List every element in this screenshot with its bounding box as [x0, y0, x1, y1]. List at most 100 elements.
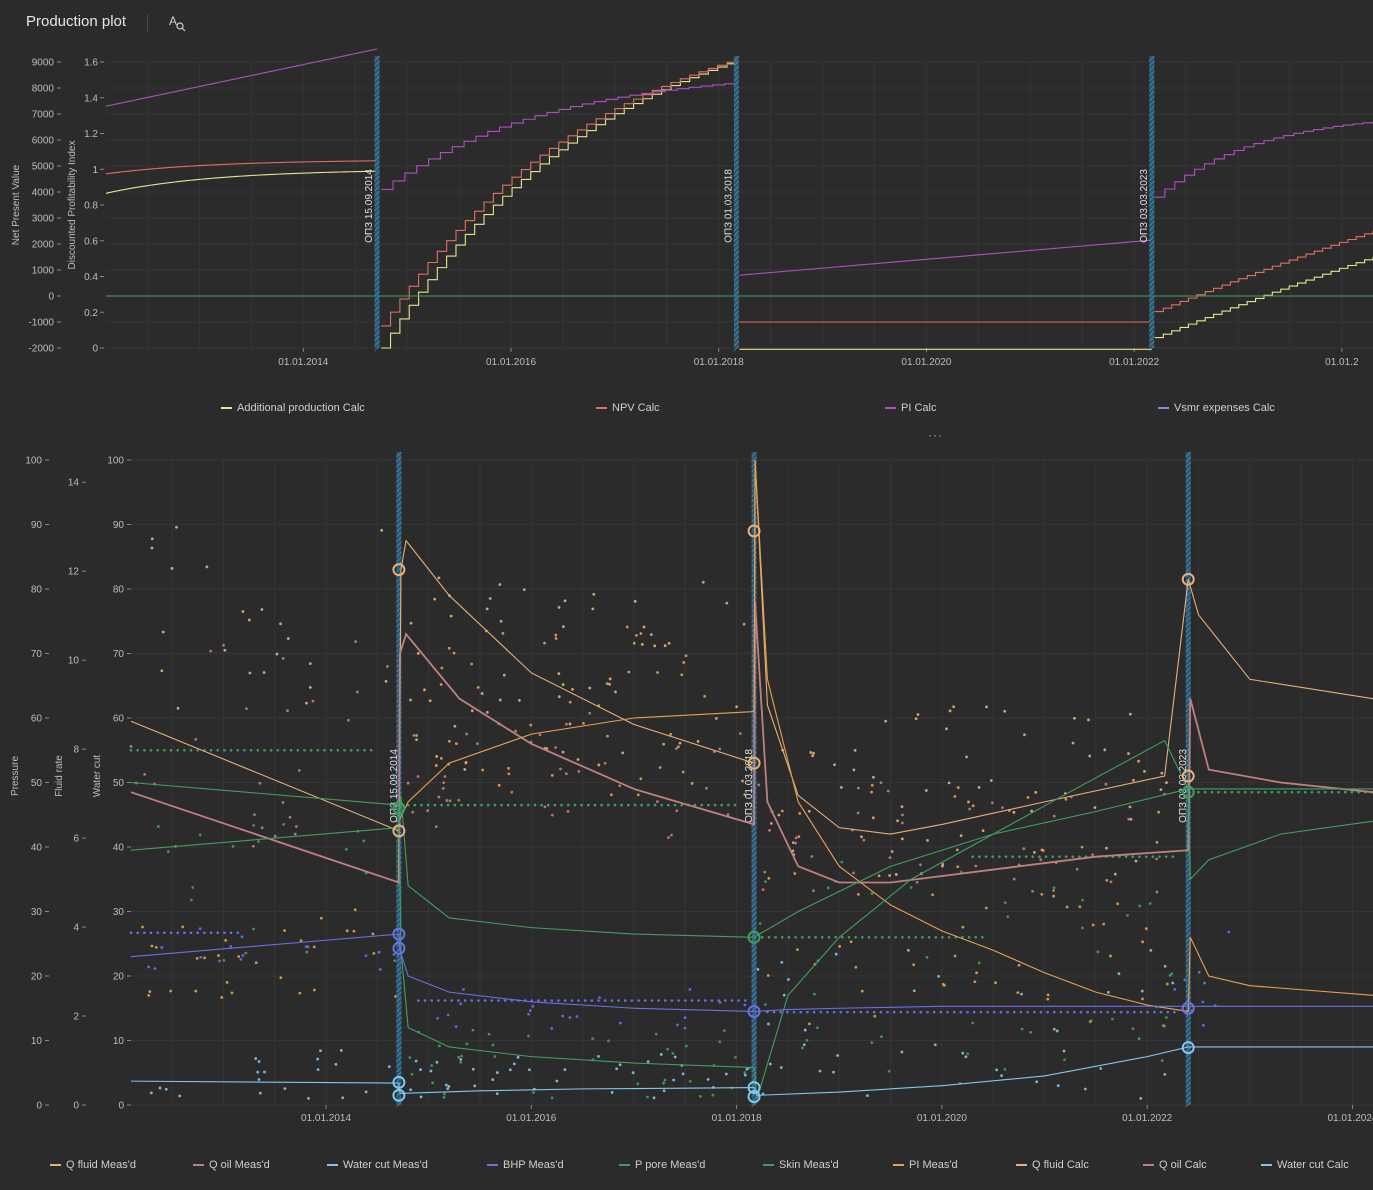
measured-point: [1003, 1067, 1007, 1071]
measured-point: [912, 963, 916, 967]
x-tick: 01.01.2022: [1122, 1113, 1172, 1124]
event-hatch: [396, 546, 402, 553]
x-tick: 01.01.2018: [694, 357, 744, 368]
measured-point: [1159, 788, 1163, 792]
measured-point: [1046, 1010, 1049, 1014]
measured-point: [443, 775, 447, 778]
measured-point: [149, 931, 153, 935]
measured-point: [550, 813, 554, 817]
measured-point: [289, 748, 293, 752]
measured-point: [608, 682, 611, 686]
event-hatch: [1149, 305, 1155, 312]
measured-point: [797, 835, 801, 839]
event-hatch: [396, 1051, 402, 1058]
legend-item-bhp-meas-d[interactable]: BHP Meas'd: [487, 1159, 564, 1171]
event-hatch: [751, 1056, 757, 1063]
legend-item-skin-meas-d[interactable]: Skin Meas'd: [763, 1159, 839, 1171]
measured-point: [834, 952, 838, 956]
measured-row: [760, 936, 984, 939]
event-hatch: [1185, 1061, 1192, 1068]
measured-point: [470, 709, 474, 713]
measured-point: [583, 999, 587, 1002]
measured-point: [1129, 817, 1133, 821]
measured-point: [491, 1078, 495, 1082]
measured-point: [673, 1055, 677, 1059]
measured-point: [1066, 1010, 1069, 1014]
measured-point: [550, 999, 554, 1002]
measured-point: [223, 748, 226, 752]
measured-point: [341, 1096, 345, 1100]
measured-point: [1012, 810, 1016, 814]
x-tick: 01.01.2016: [506, 1113, 556, 1124]
measured-point: [956, 865, 960, 869]
event-hatch: [1149, 265, 1155, 272]
measured-point: [934, 936, 938, 939]
event-hatch: [374, 160, 380, 167]
y-tick-pressure: 70: [31, 649, 43, 660]
svg-text:A: A: [169, 14, 177, 28]
resize-handle[interactable]: ···: [928, 428, 943, 442]
measured-point: [508, 1068, 512, 1072]
measured-point: [299, 939, 303, 943]
measured-point: [856, 811, 860, 815]
measured-point: [782, 993, 786, 997]
event-hatch: [1149, 330, 1155, 337]
event-hatch: [733, 255, 740, 262]
legend-item-q-oil-calc[interactable]: Q oil Calc: [1143, 1159, 1207, 1171]
legend-item-water-cut-calc[interactable]: Water cut Calc: [1261, 1159, 1349, 1171]
event-hatch: [374, 215, 380, 222]
measured-point: [609, 793, 613, 797]
legend-item-npv-calc[interactable]: NPV Calc: [596, 402, 660, 414]
event-hatch: [751, 911, 757, 918]
legend-label: Q fluid Calc: [1032, 1159, 1089, 1171]
measured-point: [217, 954, 220, 957]
measured-point: [926, 838, 929, 842]
measured-point: [176, 931, 180, 935]
event-hatch: [396, 526, 402, 533]
legend-item-pi-calc[interactable]: PI Calc: [885, 402, 936, 414]
legend-item-vsmr-expenses-calc[interactable]: Vsmr expenses Calc: [1158, 402, 1275, 414]
legend-item-pi-meas-d[interactable]: PI Meas'd: [893, 1159, 958, 1171]
legend-item-water-cut-meas-d[interactable]: Water cut Meas'd: [327, 1159, 428, 1171]
measured-point: [298, 991, 302, 995]
measured-point: [650, 999, 654, 1002]
event-hatch: [733, 55, 740, 62]
measured-point: [463, 999, 467, 1002]
series-additional-production-calc: [105, 60, 1373, 350]
measured-point: [1023, 733, 1026, 737]
event-hatch: [733, 240, 740, 247]
measured-point: [566, 803, 570, 807]
event-hatch: [751, 561, 757, 568]
measured-point: [994, 981, 997, 985]
measured-point: [767, 936, 771, 939]
measured-point: [649, 633, 653, 636]
measured-point: [931, 893, 934, 897]
font-search-icon[interactable]: A: [166, 12, 188, 34]
event-point-marker: [747, 1090, 761, 1104]
y-tick-npv: 3000: [32, 214, 55, 225]
measured-point: [279, 622, 282, 626]
measured-point: [606, 734, 609, 738]
legend-item-additional-production-calc[interactable]: Additional production Calc: [221, 402, 365, 414]
measured-point: [1106, 990, 1110, 994]
measured-point: [979, 1010, 983, 1014]
legend-item-q-fluid-meas-d[interactable]: Q fluid Meas'd: [50, 1159, 136, 1171]
legend-item-p-pore-meas-d[interactable]: P pore Meas'd: [619, 1159, 705, 1171]
legend-label: PI Calc: [901, 402, 937, 414]
measured-point: [446, 803, 450, 807]
measured-points: [147, 927, 396, 971]
event-hatch: [374, 285, 380, 292]
measured-point: [257, 1060, 261, 1063]
legend-label: P pore Meas'd: [635, 1159, 706, 1171]
measured-point: [1149, 948, 1153, 952]
measured-point: [1163, 964, 1167, 968]
measured-point: [1033, 851, 1036, 854]
measured-point: [737, 999, 740, 1002]
legend-swatch: [619, 1164, 630, 1167]
legend-item-q-fluid-calc[interactable]: Q fluid Calc: [1016, 1159, 1089, 1171]
measured-point: [802, 1043, 806, 1047]
event-hatch: [1185, 1031, 1192, 1038]
legend-item-q-oil-meas-d[interactable]: Q oil Meas'd: [193, 1159, 270, 1171]
event-point-marker: [392, 941, 406, 955]
measured-point: [690, 999, 694, 1002]
